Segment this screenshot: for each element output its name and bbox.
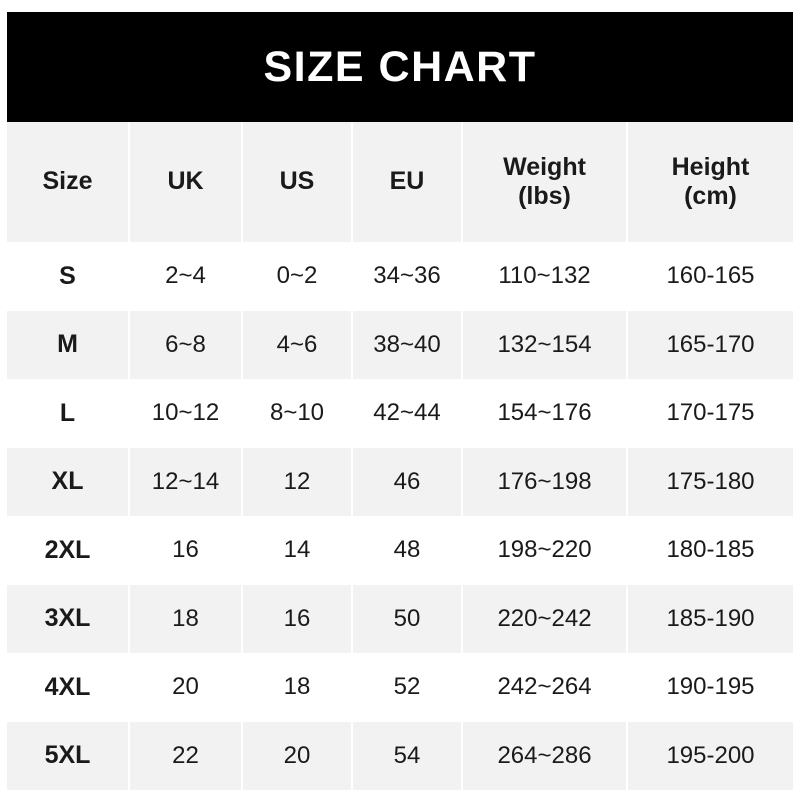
column-header-height-line1: Height — [671, 152, 750, 181]
cell-uk: 22 — [130, 721, 243, 790]
cell-weight: 154~176 — [463, 379, 628, 448]
column-header-uk: UK — [130, 122, 243, 242]
table-row: M 6~8 4~6 38~40 132~154 165-170 — [7, 310, 793, 379]
table-row: 4XL 20 18 52 242~264 190-195 — [7, 653, 793, 722]
cell-us: 0~2 — [243, 242, 353, 311]
cell-us: 8~10 — [243, 379, 353, 448]
cell-uk: 18 — [130, 584, 243, 653]
cell-size: L — [7, 379, 130, 448]
column-header-us-line1: US — [279, 167, 315, 196]
cell-height: 190-195 — [666, 673, 755, 701]
table-row: XL 12~14 12 46 176~198 175-180 — [7, 447, 793, 516]
cell-weight: 264~286 — [463, 721, 628, 790]
column-header-size: Size — [7, 122, 130, 242]
size-table: Size UK US EU Weight (lbs) Height (cm) S… — [7, 122, 793, 790]
cell-height: 175-180 — [666, 467, 755, 495]
table-row: 3XL 18 16 50 220~242 185-190 — [7, 584, 793, 653]
column-header-uk-line1: UK — [167, 167, 204, 196]
table-row: 2XL 16 14 48 198~220 180-185 — [7, 516, 793, 585]
table-row: L 10~12 8~10 42~44 154~176 170-175 — [7, 379, 793, 448]
cell-size: 5XL — [7, 721, 130, 790]
column-header-size-line1: Size — [42, 167, 93, 196]
cell-weight: 176~198 — [463, 447, 628, 516]
cell-size: XL — [7, 447, 130, 516]
cell-height: 160-165 — [666, 262, 755, 290]
cell-uk: 16 — [130, 516, 243, 585]
cell-eu: 46 — [353, 447, 463, 516]
cell-eu: 54 — [353, 721, 463, 790]
cell-height: 195-200 — [666, 741, 755, 769]
cell-size: 4XL — [7, 653, 130, 722]
column-header-eu: EU — [353, 122, 463, 242]
column-header-height: Height (cm) — [628, 122, 793, 242]
cell-eu: 34~36 — [353, 242, 463, 311]
cell-us: 16 — [243, 584, 353, 653]
cell-uk: 20 — [130, 653, 243, 722]
cell-weight: 220~242 — [463, 584, 628, 653]
cell-eu: 42~44 — [353, 379, 463, 448]
cell-uk: 12~14 — [130, 447, 243, 516]
page-title: SIZE CHART — [263, 42, 537, 91]
cell-weight: 110~132 — [463, 242, 628, 311]
cell-size: 2XL — [7, 516, 130, 585]
cell-size: 3XL — [7, 584, 130, 653]
cell-weight: 198~220 — [463, 516, 628, 585]
cell-eu: 50 — [353, 584, 463, 653]
cell-eu: 48 — [353, 516, 463, 585]
cell-us: 20 — [243, 721, 353, 790]
cell-height: 180-185 — [666, 536, 755, 564]
column-header-weight-line1: Weight — [503, 152, 586, 181]
column-header-weight: Weight (lbs) — [463, 122, 628, 242]
cell-size: M — [7, 310, 130, 379]
cell-height: 170-175 — [666, 399, 755, 427]
size-chart: SIZE CHART Size UK US EU Weight (lbs) He… — [7, 12, 793, 790]
cell-weight: 132~154 — [463, 310, 628, 379]
cell-us: 4~6 — [243, 310, 353, 379]
cell-weight: 242~264 — [463, 653, 628, 722]
cell-eu: 38~40 — [353, 310, 463, 379]
column-header-eu-line1: EU — [389, 167, 425, 196]
column-header-weight-line2: (lbs) — [518, 182, 571, 210]
cell-size: S — [7, 242, 130, 311]
cell-us: 12 — [243, 447, 353, 516]
cell-uk: 6~8 — [130, 310, 243, 379]
cell-us: 18 — [243, 653, 353, 722]
cell-height: 185-190 — [666, 604, 755, 632]
cell-uk: 2~4 — [130, 242, 243, 311]
table-header-row: Size UK US EU Weight (lbs) Height (cm) — [7, 122, 793, 242]
cell-us: 14 — [243, 516, 353, 585]
cell-eu: 52 — [353, 653, 463, 722]
table-row: 5XL 22 20 54 264~286 195-200 — [7, 721, 793, 790]
title-bar: SIZE CHART — [7, 12, 793, 122]
column-header-height-line2: (cm) — [684, 182, 737, 210]
column-header-us: US — [243, 122, 353, 242]
cell-uk: 10~12 — [130, 379, 243, 448]
table-row: S 2~4 0~2 34~36 110~132 160-165 — [7, 242, 793, 311]
cell-height: 165-170 — [666, 330, 755, 358]
